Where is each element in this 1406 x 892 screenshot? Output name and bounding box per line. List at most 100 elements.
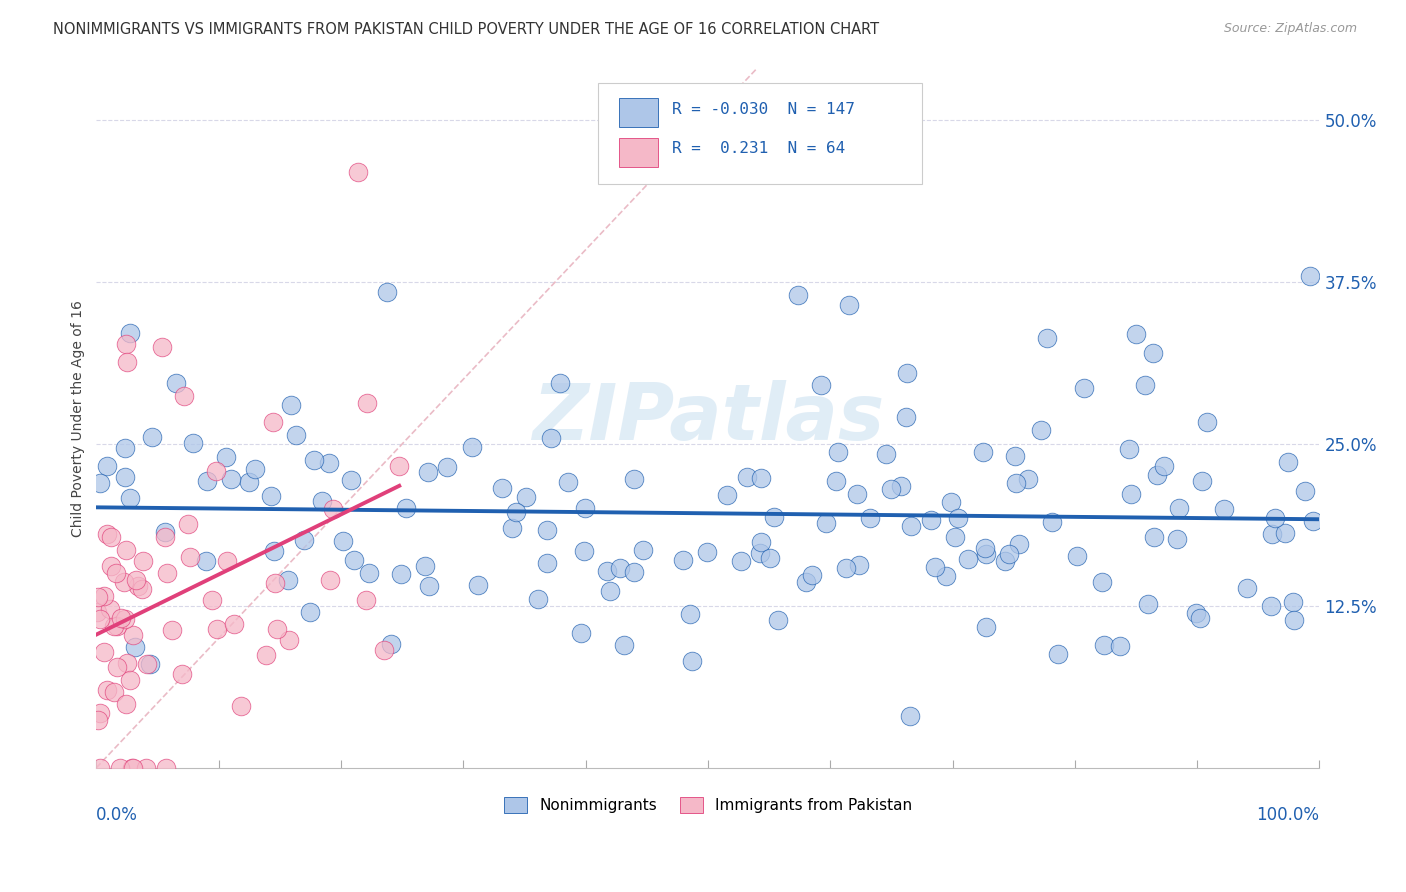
Legend: Nonimmigrants, Immigrants from Pakistan: Nonimmigrants, Immigrants from Pakistan [498,791,918,820]
Point [835,561,858,575]
Point [418,465,440,479]
Point [1133,378,1156,392]
Point [467,578,489,592]
Point [1092,638,1115,652]
Point [557,475,579,490]
Point [1213,501,1236,516]
Point [569,625,592,640]
Point [115,656,138,670]
Point [1261,527,1284,541]
Point [859,511,882,525]
Point [1146,467,1168,482]
Point [737,470,759,484]
Point [505,505,527,519]
Point [373,643,395,657]
Point [974,541,997,555]
Point [956,552,979,566]
Point [896,409,918,424]
Point [749,535,772,549]
Point [340,473,363,487]
Point [1073,381,1095,395]
Point [845,486,868,500]
Text: NONIMMIGRANTS VS IMMIGRANTS FROM PAKISTAN CHILD POVERTY UNDER THE AGE OF 16 CORR: NONIMMIGRANTS VS IMMIGRANTS FROM PAKISTA… [53,22,880,37]
Point [280,398,302,412]
Point [127,579,149,593]
Point [574,500,596,515]
Point [156,566,179,581]
Point [150,340,173,354]
Point [751,471,773,485]
Point [89,761,111,775]
Point [800,568,823,582]
Point [266,622,288,636]
Point [114,612,136,626]
Point [1260,599,1282,614]
Point [997,547,1019,561]
Point [343,553,366,567]
Point [920,513,942,527]
Point [1142,346,1164,360]
Point [1274,526,1296,541]
Point [105,660,128,674]
Point [322,502,344,516]
Point [599,583,621,598]
Point [827,445,849,459]
Point [974,548,997,562]
Point [89,706,111,721]
Text: R =  0.231  N = 64: R = 0.231 N = 64 [672,142,845,156]
Point [103,685,125,699]
Point [943,530,966,544]
Point [318,457,340,471]
Point [900,519,922,533]
Point [898,709,921,723]
Point [623,472,645,486]
Point [623,566,645,580]
Bar [619,137,658,167]
Point [224,617,246,632]
Text: 0.0%: 0.0% [97,806,138,824]
Point [165,376,187,391]
Point [302,453,325,467]
Point [574,544,596,558]
Point [115,355,138,369]
Point [810,377,832,392]
Point [219,471,242,485]
Point [1191,475,1213,489]
Point [1066,549,1088,564]
Point [672,552,695,566]
Point [696,545,718,559]
Point [1264,511,1286,525]
Point [762,509,785,524]
Point [356,395,378,409]
Text: Source: ZipAtlas.com: Source: ZipAtlas.com [1223,22,1357,36]
Point [461,440,484,454]
Point [536,523,558,537]
Point [110,611,132,625]
Point [135,761,157,775]
Point [332,534,354,549]
Point [120,673,142,687]
Point [89,612,111,626]
Point [1195,415,1218,429]
Point [609,561,631,575]
Point [1125,326,1147,341]
Point [93,645,115,659]
Point [114,441,136,455]
Point [114,470,136,484]
Point [787,288,810,302]
Point [105,619,128,633]
Point [121,761,143,775]
Point [1091,574,1114,589]
Point [205,464,228,478]
Point [263,575,285,590]
Point [974,620,997,634]
Point [613,638,636,652]
Point [536,556,558,570]
Point [749,546,772,560]
Point [139,657,162,671]
Point [501,521,523,535]
Point [104,566,127,580]
Point [96,458,118,473]
Point [319,573,342,587]
Point [108,761,131,775]
